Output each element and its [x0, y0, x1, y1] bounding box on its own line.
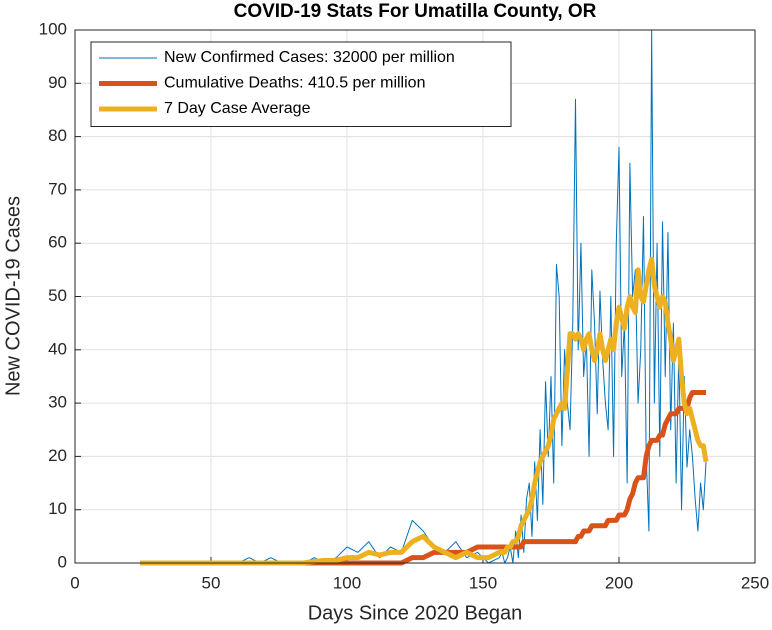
plot-area [74, 29, 756, 566]
x-tick-label: 200 [605, 573, 633, 592]
series-line [140, 29, 707, 564]
y-tick-label: 60 [48, 233, 67, 252]
x-axis-label: Days Since 2020 Began [308, 602, 523, 624]
y-axis-label: New COVID-19 Cases [2, 196, 24, 396]
y-tick-label: 40 [48, 339, 67, 358]
x-tick-label: 250 [741, 573, 769, 592]
y-tick-label: 30 [48, 393, 67, 412]
y-tick-label: 70 [48, 179, 67, 198]
legend-label: Cumulative Deaths: 410.5 per million [164, 75, 425, 92]
y-tick-label: 90 [48, 73, 67, 92]
x-tick-label: 150 [469, 573, 497, 592]
y-tick-label: 80 [48, 126, 67, 145]
legend-box [90, 41, 512, 127]
x-tick-label: 50 [202, 573, 221, 592]
legend-label: New Confirmed Cases: 32000 per million [164, 49, 455, 66]
y-tick-label: 0 [58, 552, 67, 571]
x-tick-label: 0 [70, 573, 79, 592]
y-tick-label: 100 [39, 19, 67, 38]
y-tick-label: 20 [48, 446, 67, 465]
chart-title: COVID-19 Stats For Umatilla County, OR [234, 1, 597, 22]
x-tick-label: 100 [333, 573, 361, 592]
legend: New Confirmed Cases: 32000 per million Cu… [90, 41, 512, 127]
legend-label: 7 Day Case Average [164, 100, 311, 117]
y-tick-label: 50 [48, 286, 67, 305]
y-tick-label: 10 [48, 499, 67, 518]
series-line [140, 256, 709, 566]
axes-box [74, 29, 756, 564]
